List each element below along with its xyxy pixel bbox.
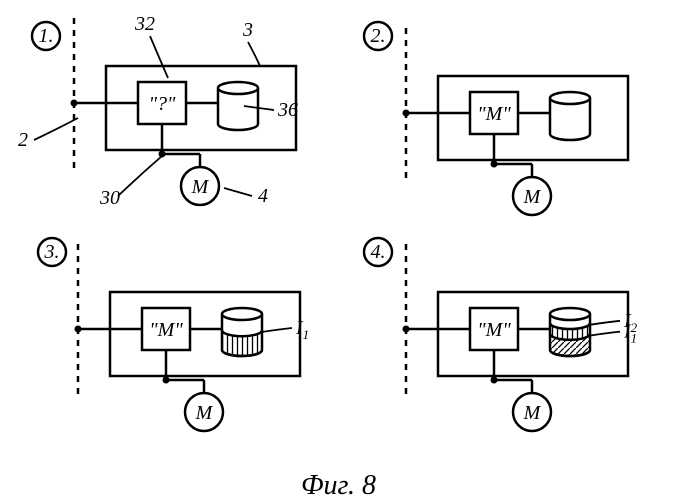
callout-lead <box>248 42 260 66</box>
junction-node <box>71 100 78 107</box>
fill-level-line <box>222 330 262 336</box>
step-number: 4. <box>371 241 386 263</box>
level-lead <box>262 328 292 332</box>
motor-label: M <box>523 186 542 208</box>
figure-caption: Фиг. 8 <box>0 470 677 502</box>
motor-label: M <box>195 402 214 424</box>
level-label: I2 <box>623 310 638 335</box>
junction-node <box>75 326 82 333</box>
level-lead <box>590 332 620 336</box>
module-box <box>438 76 628 160</box>
logic-block-label: "M" <box>477 319 511 341</box>
callout-lead <box>118 156 162 196</box>
motor-label: M <box>191 176 210 198</box>
cylinder-top <box>550 92 590 104</box>
level-label: I1 <box>295 317 309 342</box>
module-box <box>110 292 300 376</box>
module-box <box>106 66 296 150</box>
level-lead <box>590 321 620 325</box>
callout-lead <box>224 188 252 196</box>
junction-node <box>403 110 410 117</box>
callout-label: 30 <box>99 187 120 209</box>
junction-node <box>403 326 410 333</box>
cylinder-top <box>218 82 258 94</box>
cylinder-top <box>550 308 590 320</box>
cylinder-top <box>222 308 262 320</box>
step-number: 2. <box>371 25 386 47</box>
logic-block-label: "?" <box>149 93 176 115</box>
callout-label: 36 <box>277 99 298 121</box>
step-number: 3. <box>44 241 60 263</box>
callout-label: 2 <box>18 129 28 151</box>
callout-label: 4 <box>258 185 268 207</box>
fill-level-line <box>550 323 590 329</box>
logic-block-label: "M" <box>477 103 511 125</box>
callout-lead <box>34 118 78 140</box>
callout-label: 3 <box>242 19 253 41</box>
callout-lead <box>150 36 168 78</box>
step-number: 1. <box>39 25 54 47</box>
callout-label: 32 <box>134 13 155 35</box>
motor-label: M <box>523 402 542 424</box>
logic-block-label: "M" <box>149 319 183 341</box>
fill-region <box>550 323 590 340</box>
